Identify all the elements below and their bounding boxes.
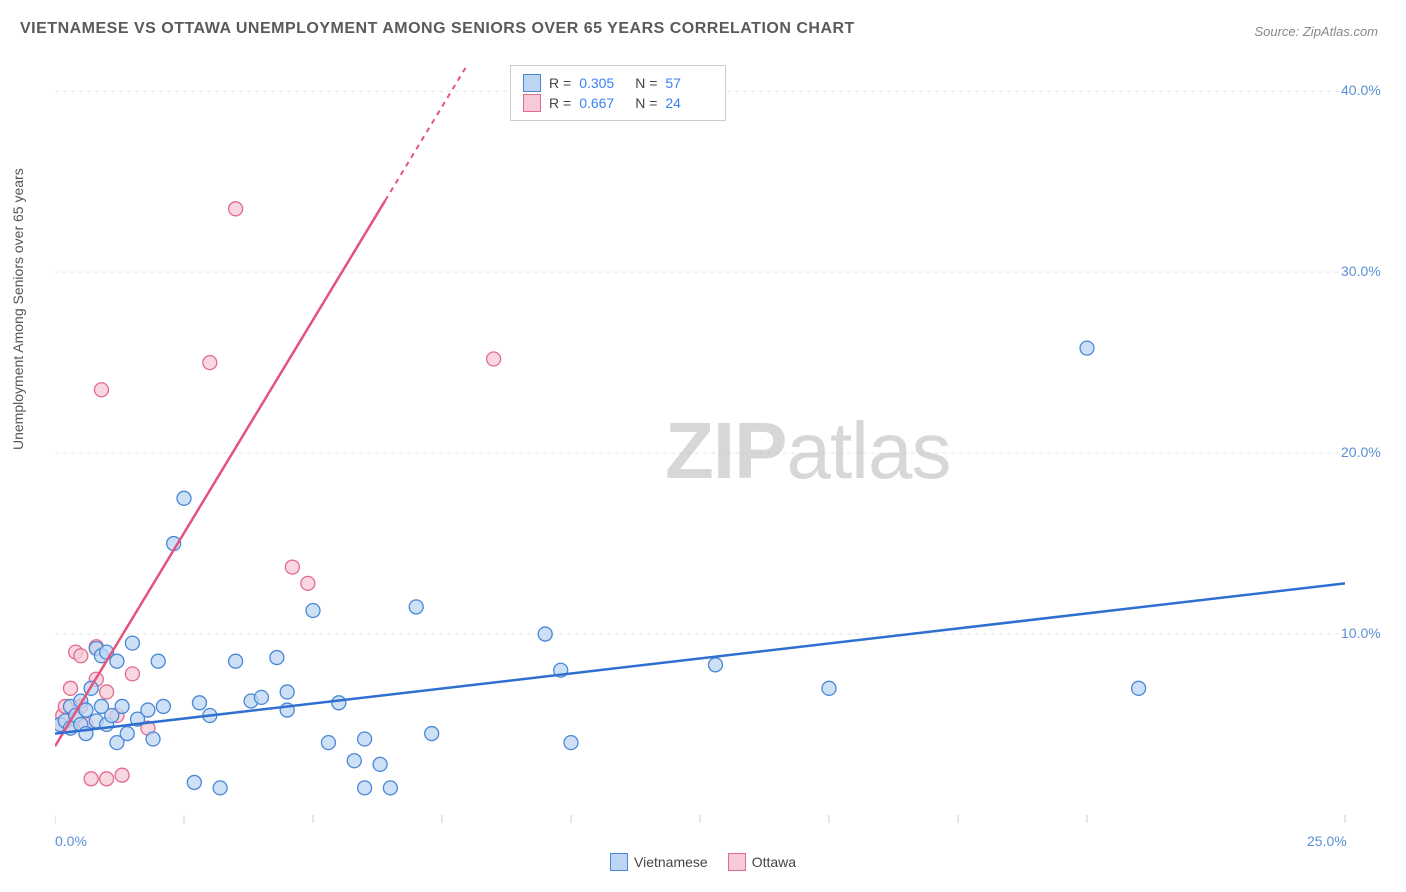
source-attribution: Source: ZipAtlas.com: [1254, 24, 1378, 39]
n-label: N =: [635, 95, 657, 111]
legend-label-vietnamese: Vietnamese: [634, 854, 708, 870]
r-value-vietnamese: 0.305: [579, 75, 627, 91]
legend-row-ottawa: R = 0.667 N = 24: [523, 94, 713, 112]
legend-row-vietnamese: R = 0.305 N = 57: [523, 74, 713, 92]
chart-area: ZIPatlas R = 0.305 N = 57 R = 0.667 N = …: [55, 55, 1380, 845]
axis-tick-label: 10.0%: [1341, 625, 1381, 641]
chart-title: VIETNAMESE VS OTTAWA UNEMPLOYMENT AMONG …: [20, 20, 855, 38]
correlation-legend: R = 0.305 N = 57 R = 0.667 N = 24: [510, 65, 726, 121]
legend-item-vietnamese: Vietnamese: [610, 853, 708, 871]
scatter-plot: [55, 55, 1380, 845]
legend-label-ottawa: Ottawa: [752, 854, 796, 870]
axis-tick-label: 0.0%: [55, 833, 87, 849]
r-label: R =: [549, 95, 571, 111]
series-legend: Vietnamese Ottawa: [610, 853, 796, 871]
y-axis-label: Unemployment Among Seniors over 65 years: [10, 168, 26, 450]
n-value-ottawa: 24: [665, 95, 713, 111]
swatch-ottawa: [728, 853, 746, 871]
swatch-ottawa: [523, 94, 541, 112]
n-value-vietnamese: 57: [665, 75, 713, 91]
r-label: R =: [549, 75, 571, 91]
n-label: N =: [635, 75, 657, 91]
axis-tick-label: 40.0%: [1341, 82, 1381, 98]
axis-tick-label: 30.0%: [1341, 263, 1381, 279]
swatch-vietnamese: [610, 853, 628, 871]
swatch-vietnamese: [523, 74, 541, 92]
r-value-ottawa: 0.667: [579, 95, 627, 111]
axis-tick-label: 20.0%: [1341, 444, 1381, 460]
axis-tick-label: 25.0%: [1307, 833, 1347, 849]
legend-item-ottawa: Ottawa: [728, 853, 796, 871]
